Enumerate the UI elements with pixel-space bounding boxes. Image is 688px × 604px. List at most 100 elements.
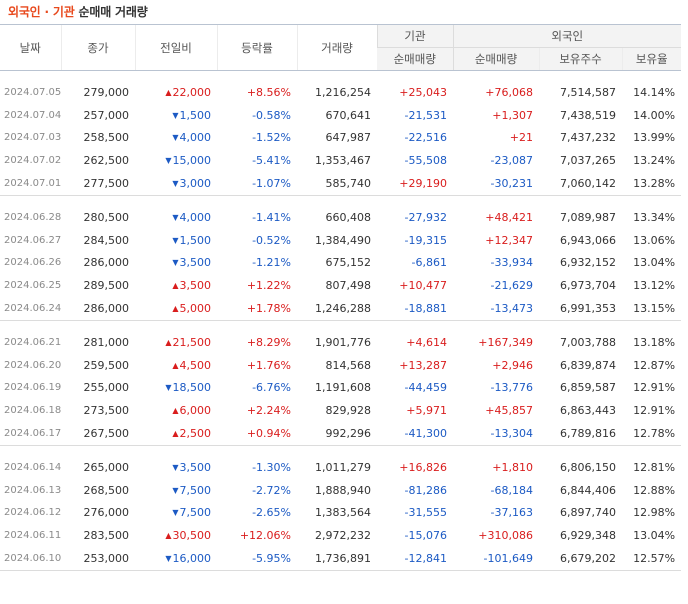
cell-rate: -1.41% [252,210,291,224]
table-row: 2024.06.10253,00016,000-5.95%1,736,891-1… [0,547,682,571]
cell-change: 4,000 [135,206,217,229]
cell-inst-net: +10,477 [399,279,447,293]
cell-inst-net: +13,287 [399,358,447,372]
cell-foreign-ratio: 14.14% [633,85,676,99]
cell-foreign-net: -23,087 [490,154,533,168]
cell-foreign-ratio: 13.06% [633,233,676,247]
cell-foreign-net: +1,307 [492,108,533,122]
cell-change: 16,000 [135,547,217,571]
cell-date: 2024.06.14 [4,461,62,473]
cell-foreign-net: +1,810 [492,460,533,474]
cell-close: 253,000 [61,547,135,571]
cell-rate: -0.58% [252,108,291,122]
table-row: 2024.06.19 255,000 18,500 -6.76% 1,191,608 -4… [0,377,681,400]
cell-foreign-hold: 6,806,150 [560,460,616,474]
cell-change: 18,500 [135,377,217,400]
cell-volume: 1,384,490 [315,233,371,247]
cell-volume: 1,246,288 [297,297,377,321]
table-row: 2024.07.05 279,000 22,000 +8.56% 1,216,254 +2… [0,81,681,104]
cell-volume: 1,191,608 [315,381,371,395]
cell-foreign-ratio: 13.28% [622,172,682,196]
cell-change: 3,500 [135,456,217,479]
group-spacer-cell [0,195,681,206]
cell-foreign-net: +12,347 [485,233,533,247]
group-spacer [0,195,681,206]
table-row: 2024.06.27 284,500 1,500 -0.52% 1,384,490 -19… [0,229,681,252]
cell-inst-net: -19,315 [404,233,447,247]
table-row: 2024.06.18 273,500 6,000 +2.24% 829,928 +5,97… [0,399,681,422]
cell-date: 2024.06.21 [4,336,62,348]
cell-volume: 1,011,279 [315,460,371,474]
cell-change: 21,500 [135,331,217,354]
table-row: 2024.06.28 280,500 4,000 -1.41% 660,408 -27,9… [0,206,681,229]
group-spacer-cell [0,320,681,331]
table-row: 2024.06.14 265,000 3,500 -1.30% 1,011,279 +16… [0,456,681,479]
cell-foreign-ratio: 12.91% [633,404,676,418]
table-row: 2024.06.21 281,000 21,500 +8.29% 1,901,776 +4… [0,331,681,354]
cell-volume: 814,568 [325,358,372,372]
net-trading-table: 날짜 종가 전일비 등락률 거래량 기관 외국인 순매매량 순매매량 보유주수 … [0,24,682,571]
cell-inst-net: -18,881 [377,297,453,321]
cell-change: 2,500 [135,422,217,446]
cell-volume: 2,972,232 [315,529,371,543]
col-group-foreign: 외국인 [452,24,682,48]
cell-close: 281,000 [83,335,130,349]
cell-volume: 1,216,254 [315,85,371,99]
cell-volume: 1,383,564 [315,506,371,520]
cell-change: 7,500 [135,502,217,525]
cell-rate: +12.06% [239,529,291,543]
table-row: 2024.06.26 286,000 3,500 -1.21% 675,152 -6,86… [0,252,681,275]
cell-rate: +8.56% [246,85,291,99]
cell-close: 280,500 [83,210,130,224]
cell-volume: 660,408 [325,210,372,224]
cell-foreign-hold: 6,863,443 [560,404,616,418]
cell-inst-net: +25,043 [399,85,447,99]
cell-volume: 675,152 [325,256,372,270]
cell-volume: 585,740 [297,172,377,196]
cell-close: 286,000 [61,297,135,321]
cell-inst-net: +4,614 [406,335,447,349]
cell-rate: +2.24% [246,404,291,418]
col-header-foreign-ratio: 보유율 [621,47,682,71]
cell-foreign-ratio: 12.91% [633,381,676,395]
cell-rate: -1.07% [217,172,297,196]
cell-change: 3,000 [135,172,217,196]
cell-foreign-net: -13,304 [453,422,539,446]
cell-inst-net: -44,459 [404,381,447,395]
cell-rate: -5.41% [252,154,291,168]
cell-rate: -5.95% [217,547,297,571]
cell-foreign-hold: 6,679,202 [539,547,622,571]
cell-date: 2024.06.11 [4,530,62,542]
cell-close: 259,500 [83,358,130,372]
table-row: 2024.06.24286,0005,000+1.78%1,246,288-18… [0,297,682,321]
cell-inst-net: -6,861 [411,256,447,270]
cell-foreign-ratio: 12.81% [633,460,676,474]
cell-foreign-net: +45,857 [485,404,533,418]
cell-close: 279,000 [83,85,130,99]
cell-volume: 1,353,467 [315,154,371,168]
cell-foreign-ratio: 12.87% [633,358,676,372]
cell-close: 273,500 [83,404,130,418]
cell-foreign-ratio: 12.88% [633,483,676,497]
group-spacer [0,445,681,456]
cell-inst-net: -41,300 [377,422,453,446]
cell-close: 255,000 [83,381,130,395]
cell-foreign-ratio: 12.57% [622,547,682,571]
cell-volume: 807,498 [325,279,372,293]
cell-date: 2024.06.24 [0,297,61,321]
group-spacer [0,320,681,331]
cell-foreign-net: -13,776 [490,381,533,395]
cell-date: 2024.07.03 [4,132,62,144]
cell-foreign-ratio: 13.15% [622,297,682,321]
table-body: 2024.07.05 279,000 22,000 +8.56% 1,216,254 +2… [0,71,682,571]
col-header-date: 날짜 [0,24,61,71]
cell-foreign-ratio: 13.99% [633,131,676,145]
cell-foreign-hold: 6,859,587 [560,381,616,395]
cell-foreign-ratio: 13.18% [633,335,676,349]
cell-foreign-net: -68,184 [490,483,533,497]
cell-foreign-hold: 7,089,987 [560,210,616,224]
col-header-foreign-hold: 보유주수 [538,47,622,71]
cell-foreign-hold: 7,437,232 [560,131,616,145]
cell-close: 265,000 [83,460,130,474]
cell-inst-net: +16,826 [399,460,447,474]
